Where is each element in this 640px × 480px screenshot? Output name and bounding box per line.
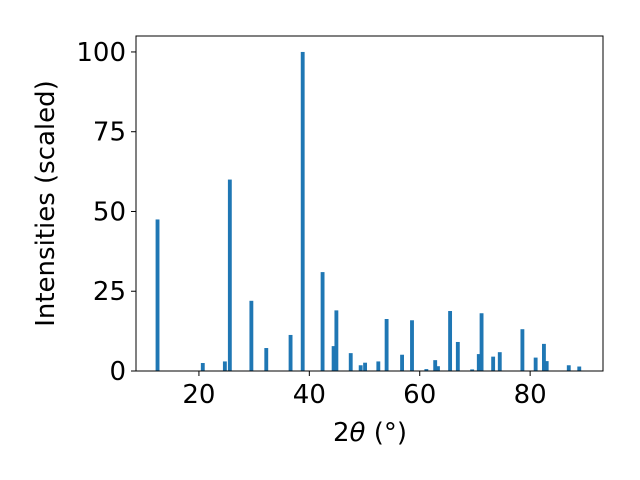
bar-18 — [424, 369, 429, 371]
bar-22 — [455, 341, 460, 371]
bar-0 — [155, 219, 160, 371]
bar-17 — [410, 320, 414, 371]
bar-2 — [222, 361, 227, 371]
bar-26 — [491, 356, 496, 371]
x-tick-label-2: 60 — [403, 380, 436, 410]
x-axis-title-unit: (°) — [365, 418, 407, 448]
plot-frame — [135, 35, 604, 372]
bar-14 — [376, 361, 381, 371]
bar-9 — [331, 346, 336, 371]
bar-4 — [249, 300, 254, 371]
bar-13 — [363, 362, 368, 371]
bar-32 — [566, 365, 571, 371]
x-axis-title-main: 2 — [333, 418, 350, 448]
y-axis-ticks: 0 25 50 75 100 — [76, 38, 136, 387]
y-tick-label-4: 100 — [76, 38, 126, 68]
bar-30 — [542, 343, 546, 371]
bar-27 — [497, 352, 502, 371]
x-axis-ticks: 20 40 60 80 — [182, 371, 547, 410]
x-axis-title: 2θ (°) — [333, 418, 407, 448]
y-tick-label-0: 0 — [109, 357, 126, 387]
bar-6 — [288, 334, 293, 371]
bar-1 — [200, 363, 205, 371]
bar-24 — [476, 354, 481, 371]
bar-15 — [384, 319, 389, 371]
bar-28 — [520, 329, 525, 371]
y-tick-label-3: 75 — [93, 118, 126, 148]
bar-25 — [479, 313, 484, 371]
bar-21 — [448, 311, 453, 371]
bar-11 — [348, 353, 353, 371]
bar-19 — [433, 360, 438, 371]
bar-29 — [533, 357, 538, 371]
bar-series — [155, 51, 582, 371]
x-tick-label-1: 40 — [293, 380, 326, 410]
y-tick-label-2: 50 — [93, 197, 126, 227]
bar-16 — [400, 354, 404, 371]
bar-12 — [358, 365, 363, 371]
bar-33 — [577, 366, 582, 371]
x-axis-title-theta: θ — [350, 418, 366, 448]
bar-5 — [264, 348, 269, 371]
bar-10 — [334, 310, 339, 371]
bar-8 — [320, 272, 325, 371]
y-tick-label-1: 25 — [93, 277, 126, 307]
y-axis-title: Intensities (scaled) — [31, 80, 61, 327]
bar-20 — [436, 366, 440, 371]
bar-23 — [470, 369, 475, 371]
bar-31 — [544, 361, 549, 371]
bar-3 — [227, 179, 232, 371]
x-tick-label-0: 20 — [182, 380, 215, 410]
x-tick-label-3: 80 — [514, 380, 547, 410]
bar-7 — [300, 51, 305, 371]
